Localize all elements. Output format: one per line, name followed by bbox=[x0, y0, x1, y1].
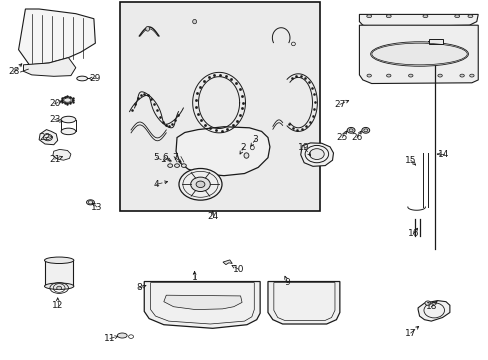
Text: 11: 11 bbox=[104, 334, 116, 343]
Ellipse shape bbox=[44, 257, 74, 264]
Ellipse shape bbox=[386, 15, 390, 18]
Ellipse shape bbox=[61, 128, 76, 135]
Ellipse shape bbox=[386, 74, 390, 77]
Ellipse shape bbox=[468, 74, 473, 77]
Ellipse shape bbox=[61, 116, 76, 123]
Ellipse shape bbox=[167, 164, 172, 167]
Text: 18: 18 bbox=[425, 302, 436, 311]
Bar bbox=[428, 39, 442, 44]
Text: 12: 12 bbox=[52, 301, 63, 310]
Text: 14: 14 bbox=[437, 150, 449, 158]
Ellipse shape bbox=[366, 15, 371, 18]
Ellipse shape bbox=[190, 177, 210, 192]
Ellipse shape bbox=[62, 97, 73, 103]
Polygon shape bbox=[23, 58, 76, 76]
Ellipse shape bbox=[361, 127, 369, 133]
Ellipse shape bbox=[366, 74, 370, 77]
Text: 1: 1 bbox=[191, 274, 197, 282]
Polygon shape bbox=[19, 9, 95, 65]
Text: 7: 7 bbox=[172, 153, 178, 162]
FancyBboxPatch shape bbox=[120, 2, 320, 211]
Text: 27: 27 bbox=[333, 100, 345, 109]
Text: 4: 4 bbox=[153, 180, 159, 189]
Text: 3: 3 bbox=[252, 135, 258, 144]
Ellipse shape bbox=[192, 19, 196, 24]
Ellipse shape bbox=[459, 74, 463, 77]
Text: 6: 6 bbox=[162, 153, 168, 162]
Polygon shape bbox=[223, 260, 232, 265]
Text: 19: 19 bbox=[298, 143, 309, 152]
Polygon shape bbox=[359, 14, 477, 27]
Ellipse shape bbox=[77, 76, 87, 81]
Polygon shape bbox=[39, 130, 58, 145]
Ellipse shape bbox=[181, 164, 186, 167]
Polygon shape bbox=[176, 127, 269, 176]
Text: 2: 2 bbox=[240, 143, 246, 152]
Text: 24: 24 bbox=[206, 212, 218, 221]
Ellipse shape bbox=[408, 74, 412, 77]
Ellipse shape bbox=[454, 15, 459, 18]
Ellipse shape bbox=[424, 301, 430, 305]
Text: 29: 29 bbox=[89, 74, 101, 83]
Ellipse shape bbox=[44, 283, 74, 289]
Polygon shape bbox=[144, 282, 260, 328]
Polygon shape bbox=[267, 282, 339, 324]
Text: 26: 26 bbox=[350, 133, 362, 142]
Ellipse shape bbox=[244, 153, 248, 158]
Ellipse shape bbox=[309, 149, 324, 159]
Text: 13: 13 bbox=[91, 202, 102, 211]
Bar bbox=[45, 260, 73, 286]
Text: 23: 23 bbox=[49, 115, 61, 124]
Text: 17: 17 bbox=[404, 328, 416, 338]
Text: 5: 5 bbox=[153, 153, 159, 162]
Ellipse shape bbox=[422, 15, 427, 18]
Ellipse shape bbox=[117, 333, 127, 338]
Polygon shape bbox=[417, 301, 449, 321]
Text: 22: 22 bbox=[39, 133, 51, 142]
Ellipse shape bbox=[57, 286, 61, 290]
Text: 9: 9 bbox=[284, 278, 290, 287]
Ellipse shape bbox=[86, 200, 94, 205]
Text: 10: 10 bbox=[232, 265, 244, 274]
Ellipse shape bbox=[346, 127, 354, 133]
Text: 20: 20 bbox=[49, 99, 61, 108]
Text: 15: 15 bbox=[404, 156, 416, 165]
Polygon shape bbox=[300, 143, 333, 166]
Ellipse shape bbox=[179, 168, 222, 200]
Ellipse shape bbox=[196, 181, 204, 188]
Ellipse shape bbox=[467, 15, 472, 18]
Text: 21: 21 bbox=[49, 154, 61, 163]
Ellipse shape bbox=[437, 74, 441, 77]
Ellipse shape bbox=[145, 27, 149, 31]
Polygon shape bbox=[359, 25, 477, 84]
Text: 8: 8 bbox=[136, 284, 142, 292]
Text: 28: 28 bbox=[8, 68, 20, 77]
Text: 25: 25 bbox=[336, 133, 347, 142]
Text: 16: 16 bbox=[407, 230, 418, 239]
Polygon shape bbox=[163, 295, 242, 310]
Polygon shape bbox=[53, 149, 71, 160]
Ellipse shape bbox=[370, 42, 468, 66]
Ellipse shape bbox=[174, 164, 179, 167]
